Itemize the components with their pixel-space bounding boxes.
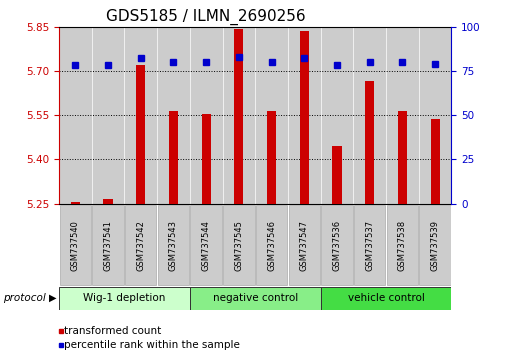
Text: vehicle control: vehicle control <box>348 293 424 303</box>
Text: GSM737537: GSM737537 <box>365 219 374 271</box>
FancyBboxPatch shape <box>59 287 190 310</box>
FancyBboxPatch shape <box>158 205 189 285</box>
Text: GSM737543: GSM737543 <box>169 219 178 271</box>
Bar <box>332 146 342 204</box>
FancyBboxPatch shape <box>289 205 320 285</box>
FancyBboxPatch shape <box>190 287 321 310</box>
FancyBboxPatch shape <box>420 205 451 285</box>
Bar <box>71 202 80 204</box>
Bar <box>234 29 244 204</box>
Bar <box>398 110 407 204</box>
Text: percentile rank within the sample: percentile rank within the sample <box>64 340 240 350</box>
Bar <box>223 27 255 204</box>
Bar <box>288 27 321 204</box>
Text: transformed count: transformed count <box>64 326 161 336</box>
FancyBboxPatch shape <box>223 205 254 285</box>
FancyBboxPatch shape <box>321 287 451 310</box>
Bar <box>136 65 145 204</box>
Bar <box>202 114 211 204</box>
FancyBboxPatch shape <box>92 205 124 285</box>
Text: negative control: negative control <box>212 293 298 303</box>
Bar <box>59 27 92 204</box>
Text: ▶: ▶ <box>49 293 56 303</box>
Bar <box>104 199 113 204</box>
Bar <box>386 27 419 204</box>
Bar <box>124 27 157 204</box>
FancyBboxPatch shape <box>60 205 91 285</box>
Bar <box>419 27 451 204</box>
Text: GSM737546: GSM737546 <box>267 219 276 271</box>
Bar <box>365 81 374 204</box>
Bar <box>92 27 124 204</box>
Text: GSM737541: GSM737541 <box>104 220 112 270</box>
Bar <box>255 27 288 204</box>
Bar <box>430 119 440 204</box>
FancyBboxPatch shape <box>321 205 352 285</box>
FancyBboxPatch shape <box>387 205 418 285</box>
Bar <box>169 110 178 204</box>
FancyBboxPatch shape <box>190 205 222 285</box>
FancyBboxPatch shape <box>354 205 385 285</box>
Bar <box>157 27 190 204</box>
Text: GDS5185 / ILMN_2690256: GDS5185 / ILMN_2690256 <box>106 9 306 25</box>
Text: protocol: protocol <box>3 293 45 303</box>
Bar <box>190 27 223 204</box>
Bar <box>300 31 309 204</box>
Text: GSM737547: GSM737547 <box>300 219 309 271</box>
Text: GSM737542: GSM737542 <box>136 220 145 270</box>
Text: GSM737536: GSM737536 <box>332 219 342 271</box>
Text: GSM737539: GSM737539 <box>430 219 440 271</box>
Text: Wig-1 depletion: Wig-1 depletion <box>83 293 166 303</box>
FancyBboxPatch shape <box>125 205 156 285</box>
Bar <box>321 27 353 204</box>
FancyBboxPatch shape <box>256 205 287 285</box>
Text: GSM737540: GSM737540 <box>71 220 80 270</box>
Text: GSM737544: GSM737544 <box>202 220 211 270</box>
Text: GSM737545: GSM737545 <box>234 220 243 270</box>
Bar <box>267 110 276 204</box>
Text: GSM737538: GSM737538 <box>398 219 407 271</box>
Bar <box>353 27 386 204</box>
